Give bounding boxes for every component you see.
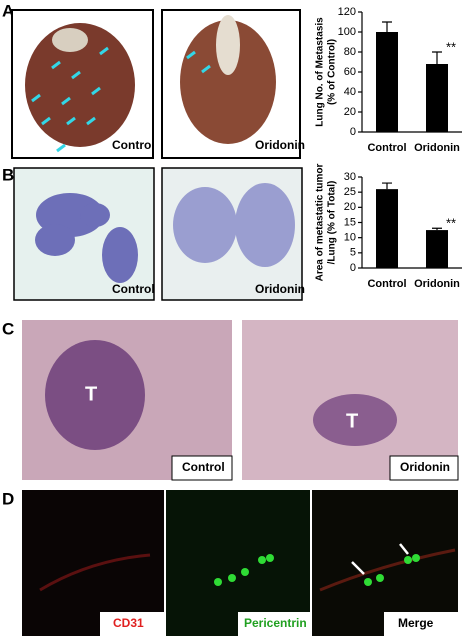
- caption-box: [171, 455, 233, 481]
- y-tick-label: 15: [344, 216, 356, 228]
- bar: [426, 64, 448, 132]
- caption-box: [384, 612, 458, 636]
- trachea: [216, 15, 240, 75]
- y-axis-label: (% of Control): [327, 39, 338, 105]
- caption-box: [389, 455, 459, 481]
- panel-letter: C: [2, 319, 14, 338]
- y-tick-label: 60: [344, 66, 356, 78]
- annotation: **: [446, 39, 456, 54]
- tumor-region: [313, 394, 397, 446]
- y-tick-label: 80: [344, 46, 356, 58]
- error-bar: [432, 51, 442, 64]
- caption: Pericentrin: [244, 616, 307, 630]
- arrows: [31, 46, 109, 153]
- panel-letter: D: [2, 489, 14, 508]
- y-axis-label: /Lung (% of Total): [327, 181, 338, 265]
- centrosomes: [364, 554, 420, 586]
- vessel: [39, 553, 151, 592]
- x-tick-label: Control: [367, 278, 406, 290]
- y-tick-label: 30: [344, 171, 356, 183]
- y-tick-label: 20: [344, 201, 356, 213]
- fluorescence-photo: [166, 490, 310, 636]
- arrows: [186, 50, 211, 74]
- trachea: [52, 28, 88, 52]
- caption: Control: [112, 282, 155, 296]
- tumor-region: [45, 340, 145, 450]
- lung-photo: [25, 23, 135, 147]
- y-tick-label: 40: [344, 86, 356, 98]
- x-tick-label: Oridonin: [414, 142, 460, 154]
- caption: Oridonin: [400, 460, 450, 474]
- error-bar: [382, 182, 392, 190]
- y-tick-label: 0: [350, 126, 356, 138]
- y-axis-label: Area of metastatic tumor: [315, 163, 326, 281]
- y-tick-label: 0: [350, 262, 356, 274]
- x-tick-label: Control: [367, 142, 406, 154]
- x-tick-label: Oridonin: [414, 278, 460, 290]
- annotation: **: [446, 216, 456, 231]
- caption-box: [238, 612, 310, 636]
- y-tick-label: 25: [344, 186, 356, 198]
- caption-box: [100, 612, 164, 636]
- caption: Control: [112, 138, 155, 152]
- y-tick-label: 5: [350, 247, 356, 259]
- bar: [376, 189, 398, 268]
- caption: Oridonin: [255, 138, 305, 152]
- vessel: [319, 548, 456, 592]
- tissue: [35, 193, 138, 283]
- y-axis-label: Lung No. of Metastasis: [315, 17, 326, 127]
- tumor-label: T: [85, 383, 97, 405]
- y-tick-label: 20: [344, 106, 356, 118]
- arrows: [351, 543, 409, 575]
- y-tick-label: 100: [338, 26, 356, 38]
- y-tick-label: 10: [344, 232, 356, 244]
- fluorescence-photo: [312, 490, 458, 636]
- caption: Control: [182, 460, 225, 474]
- lung-photo: [180, 20, 276, 144]
- caption: CD31: [113, 616, 144, 630]
- error-bar: [382, 21, 392, 32]
- caption: Merge: [398, 616, 434, 630]
- caption: Oridonin: [255, 282, 305, 296]
- panel-letter: B: [2, 165, 14, 184]
- y-tick-label: 120: [338, 6, 356, 18]
- fluorescence-photo: [22, 490, 164, 636]
- tumor-label: T: [346, 410, 358, 432]
- tissue: [173, 183, 295, 267]
- centrosomes: [214, 554, 274, 586]
- bar: [376, 32, 398, 132]
- bar: [426, 230, 448, 268]
- error-bar: [432, 227, 442, 231]
